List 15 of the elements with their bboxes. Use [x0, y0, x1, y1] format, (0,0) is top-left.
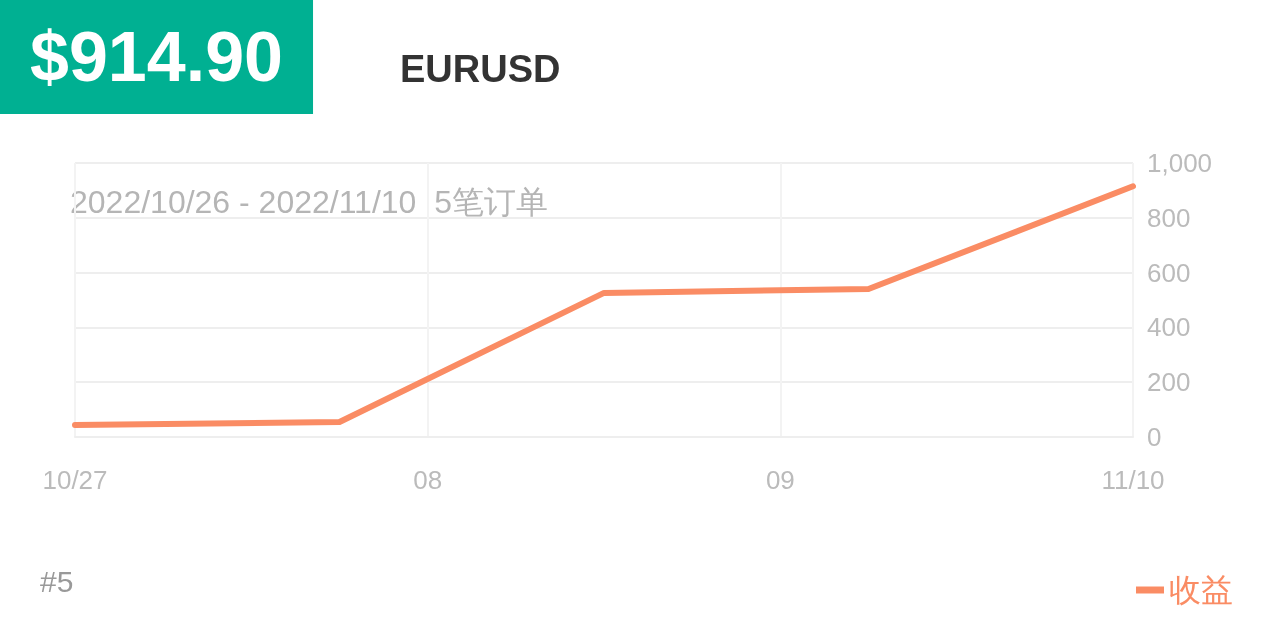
chart-subtitle: EURUSD: [400, 48, 561, 90]
x-tick-label: 10/27: [42, 465, 108, 495]
y-tick-label: 400: [1147, 312, 1191, 343]
y-tick-label: 800: [1147, 202, 1191, 233]
text: #5: [40, 564, 74, 598]
y-tick-label: 0: [1147, 422, 1162, 452]
y-tick-label: 600: [1147, 257, 1191, 288]
x-tick-label: 08: [413, 465, 443, 495]
annotation: 2022/10/26 - 2022/11/10 5笔订单: [70, 184, 548, 220]
x-tick-label: 11/10: [1101, 465, 1165, 495]
y-tick-label: 1,000: [1147, 148, 1213, 178]
x-tick-label: 09: [765, 465, 795, 495]
chart-title: $914.90: [30, 18, 284, 96]
y-tick-label: 200: [1147, 367, 1191, 398]
legend-label: 收益: [1169, 572, 1233, 608]
